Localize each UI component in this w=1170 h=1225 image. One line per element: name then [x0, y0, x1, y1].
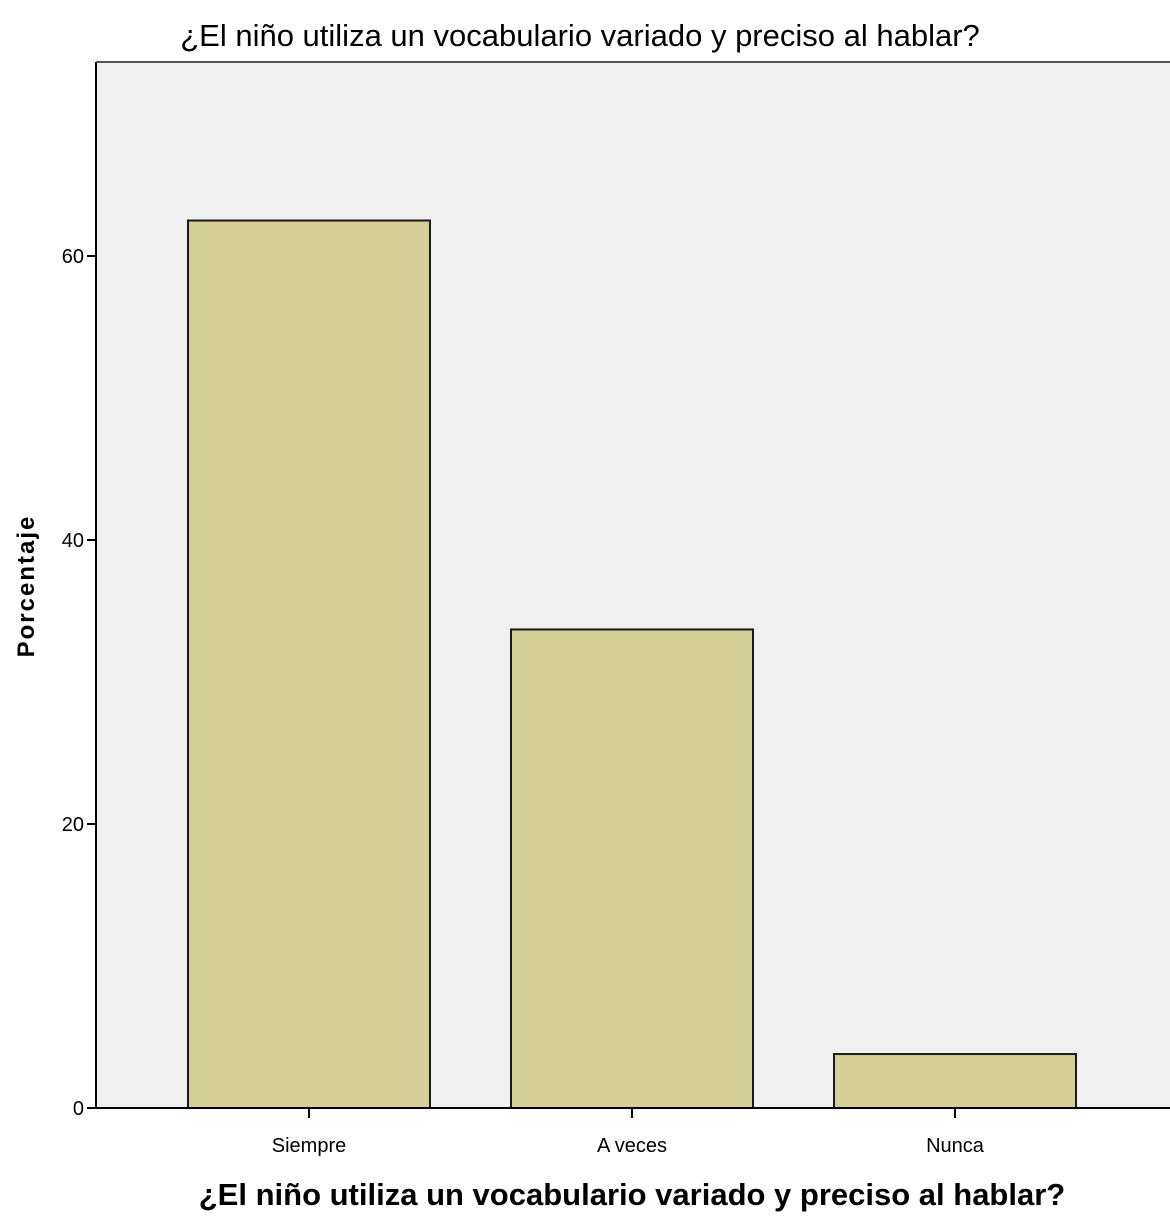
y-axis-label: Porcentaje [13, 515, 40, 658]
y-tick-label: 40 [62, 530, 84, 552]
y-tick-label: 0 [73, 1098, 84, 1120]
bar-nunca [833, 1053, 1077, 1110]
y-axis: 0 20 40 60 [62, 62, 97, 1120]
y-tick-label: 60 [62, 246, 84, 268]
bar-a-veces [510, 628, 754, 1110]
x-tick-label: Nunca [926, 1135, 985, 1157]
x-axis: Siempre A veces Nunca [96, 1107, 1170, 1157]
bars-layer [187, 219, 1077, 1110]
x-tick-label: A veces [597, 1135, 667, 1157]
x-tick-label: Siempre [272, 1135, 346, 1157]
chart-title: ¿El niño utiliza un vocabulario variado … [180, 18, 980, 53]
y-tick-label: 20 [62, 814, 84, 836]
x-axis-label: ¿El niño utiliza un vocabulario variado … [199, 1177, 1065, 1212]
bar-siempre [187, 219, 431, 1109]
